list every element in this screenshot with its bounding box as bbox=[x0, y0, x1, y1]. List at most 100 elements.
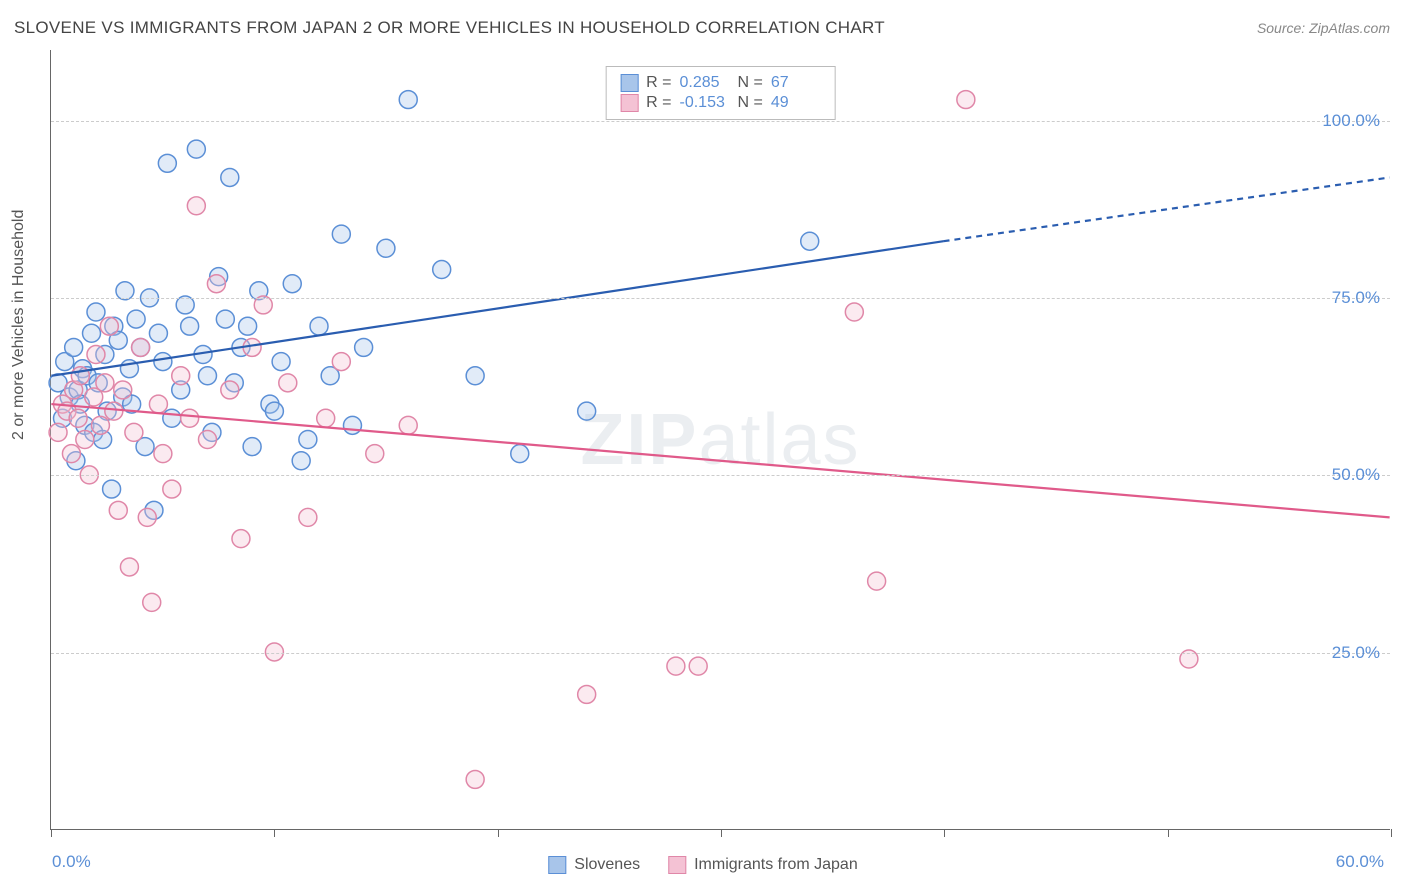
scatter-point bbox=[207, 275, 225, 293]
swatch-icon bbox=[668, 856, 686, 874]
scatter-point bbox=[689, 657, 707, 675]
x-tick bbox=[51, 829, 52, 837]
scatter-point bbox=[103, 480, 121, 498]
scatter-point bbox=[578, 402, 596, 420]
scatter-point bbox=[187, 197, 205, 215]
scatter-point bbox=[399, 91, 417, 109]
plot-svg bbox=[51, 50, 1390, 829]
legend-item-0: Slovenes bbox=[548, 856, 640, 874]
r-value: -0.153 bbox=[680, 94, 730, 112]
y-tick-label: 50.0% bbox=[1332, 465, 1380, 485]
scatter-point bbox=[149, 324, 167, 342]
scatter-point bbox=[299, 431, 317, 449]
scatter-point bbox=[87, 303, 105, 321]
scatter-point bbox=[181, 317, 199, 335]
scatter-point bbox=[292, 452, 310, 470]
scatter-point bbox=[332, 353, 350, 371]
scatter-point bbox=[127, 310, 145, 328]
scatter-point bbox=[100, 317, 118, 335]
x-tick bbox=[944, 829, 945, 837]
y-tick-label: 25.0% bbox=[1332, 643, 1380, 663]
scatter-point bbox=[199, 367, 217, 385]
scatter-point bbox=[466, 770, 484, 788]
scatter-point bbox=[332, 225, 350, 243]
scatter-point bbox=[116, 282, 134, 300]
scatter-point bbox=[283, 275, 301, 293]
scatter-point bbox=[105, 402, 123, 420]
chart-root: SLOVENE VS IMMIGRANTS FROM JAPAN 2 OR MO… bbox=[0, 0, 1406, 892]
scatter-point bbox=[163, 480, 181, 498]
trendline-dashed bbox=[944, 177, 1390, 241]
scatter-point bbox=[957, 91, 975, 109]
y-tick-label: 100.0% bbox=[1322, 111, 1380, 131]
x-tick bbox=[498, 829, 499, 837]
scatter-point bbox=[120, 558, 138, 576]
scatter-point bbox=[62, 445, 80, 463]
scatter-point bbox=[433, 261, 451, 279]
scatter-point bbox=[221, 168, 239, 186]
r-label: R = bbox=[646, 74, 671, 92]
scatter-point bbox=[343, 416, 361, 434]
swatch-icon bbox=[620, 94, 638, 112]
swatch-icon bbox=[548, 856, 566, 874]
scatter-point bbox=[279, 374, 297, 392]
scatter-point bbox=[76, 431, 94, 449]
scatter-point bbox=[96, 374, 114, 392]
x-tick bbox=[1168, 829, 1169, 837]
scatter-point bbox=[243, 438, 261, 456]
n-value: 49 bbox=[771, 94, 821, 112]
scatter-point bbox=[132, 338, 150, 356]
scatter-point bbox=[143, 593, 161, 611]
x-tick bbox=[274, 829, 275, 837]
scatter-point bbox=[65, 338, 83, 356]
scatter-point bbox=[125, 423, 143, 441]
scatter-point bbox=[466, 367, 484, 385]
scatter-point bbox=[216, 310, 234, 328]
scatter-point bbox=[366, 445, 384, 463]
swatch-icon bbox=[620, 74, 638, 92]
scatter-point bbox=[377, 239, 395, 257]
scatter-point bbox=[158, 154, 176, 172]
n-label: N = bbox=[738, 94, 763, 112]
scatter-point bbox=[299, 508, 317, 526]
scatter-point bbox=[221, 381, 239, 399]
scatter-point bbox=[172, 367, 190, 385]
gridline bbox=[51, 475, 1390, 476]
scatter-point bbox=[845, 303, 863, 321]
scatter-point bbox=[114, 381, 132, 399]
scatter-point bbox=[149, 395, 167, 413]
r-value: 0.285 bbox=[680, 74, 730, 92]
chart-title: SLOVENE VS IMMIGRANTS FROM JAPAN 2 OR MO… bbox=[14, 18, 885, 38]
scatter-point bbox=[138, 508, 156, 526]
x-tick-min: 0.0% bbox=[52, 852, 91, 872]
x-tick bbox=[1391, 829, 1392, 837]
scatter-point bbox=[49, 423, 67, 441]
legend-label: Immigrants from Japan bbox=[694, 856, 858, 874]
scatter-point bbox=[69, 409, 87, 427]
n-value: 67 bbox=[771, 74, 821, 92]
scatter-point bbox=[154, 445, 172, 463]
scatter-point bbox=[239, 317, 257, 335]
gridline bbox=[51, 298, 1390, 299]
scatter-point bbox=[265, 402, 283, 420]
scatter-point bbox=[868, 572, 886, 590]
y-tick-label: 75.0% bbox=[1332, 288, 1380, 308]
scatter-point bbox=[199, 431, 217, 449]
source-attribution: Source: ZipAtlas.com bbox=[1257, 20, 1390, 36]
stats-legend: R = 0.285 N = 67 R = -0.153 N = 49 bbox=[605, 66, 836, 120]
scatter-point bbox=[163, 409, 181, 427]
gridline bbox=[51, 653, 1390, 654]
scatter-point bbox=[667, 657, 685, 675]
plot-area: ZIPatlas R = 0.285 N = 67 R = -0.153 N =… bbox=[50, 50, 1390, 830]
scatter-point bbox=[511, 445, 529, 463]
scatter-point bbox=[83, 324, 101, 342]
y-axis-label: 2 or more Vehicles in Household bbox=[10, 210, 28, 440]
scatter-point bbox=[272, 353, 290, 371]
legend-item-1: Immigrants from Japan bbox=[668, 856, 858, 874]
bottom-legend: Slovenes Immigrants from Japan bbox=[548, 856, 857, 874]
n-label: N = bbox=[738, 74, 763, 92]
legend-label: Slovenes bbox=[574, 856, 640, 874]
stats-row-1: R = -0.153 N = 49 bbox=[620, 93, 821, 113]
scatter-point bbox=[181, 409, 199, 427]
scatter-point bbox=[801, 232, 819, 250]
